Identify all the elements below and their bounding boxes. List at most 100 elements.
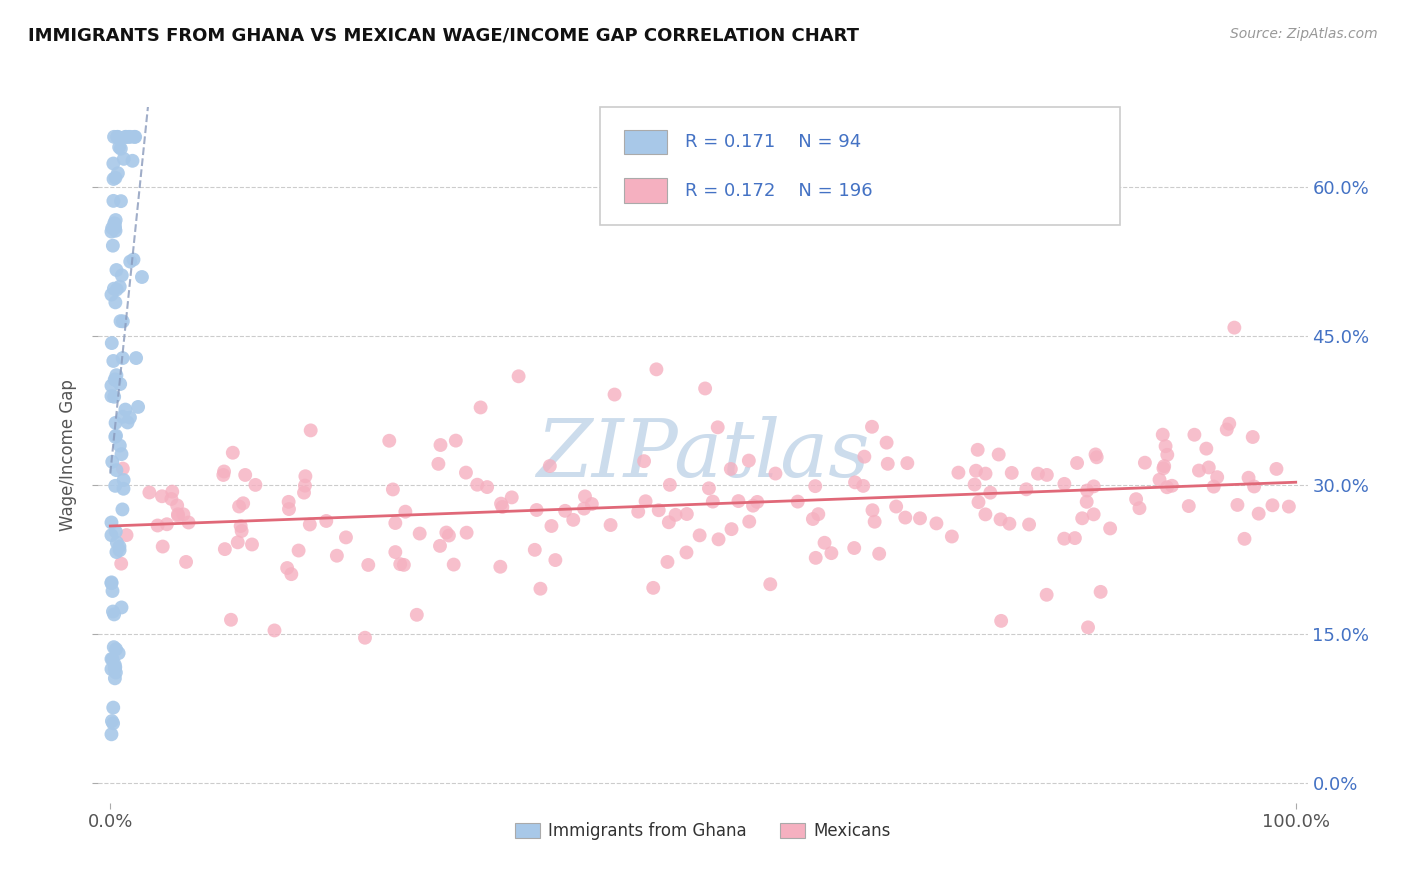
- Point: [150, 489, 173, 503]
- Legend: Immigrants from Ghana, Mexicans: Immigrants from Ghana, Mexicans: [509, 815, 897, 847]
- Point: [1195, 442, 1218, 456]
- Point: [1083, 508, 1105, 522]
- Point: [160, 491, 183, 506]
- Point: [107, 129, 129, 144]
- Point: [104, 657, 127, 672]
- Point: [1053, 532, 1076, 546]
- Point: [454, 466, 477, 480]
- Point: [747, 495, 769, 509]
- Point: [115, 528, 138, 542]
- Point: [908, 511, 931, 525]
- Point: [103, 172, 125, 186]
- Point: [720, 522, 742, 536]
- Point: [103, 194, 125, 208]
- Point: [104, 430, 127, 444]
- Point: [112, 482, 135, 496]
- Point: [554, 504, 576, 518]
- Point: [100, 576, 122, 591]
- Point: [526, 503, 548, 517]
- Y-axis label: Wage/Income Gap: Wage/Income Gap: [59, 379, 77, 531]
- Point: [979, 485, 1001, 500]
- Point: [1241, 430, 1264, 444]
- Point: [1066, 456, 1088, 470]
- Point: [112, 473, 135, 487]
- Point: [1152, 427, 1174, 442]
- Point: [475, 480, 498, 494]
- Point: [813, 535, 835, 549]
- Point: [298, 517, 321, 532]
- Point: [948, 466, 970, 480]
- Point: [974, 508, 997, 522]
- Point: [664, 508, 686, 522]
- Point: [231, 524, 253, 538]
- Point: [232, 496, 254, 510]
- Point: [1247, 507, 1270, 521]
- Point: [115, 129, 138, 144]
- Point: [1083, 479, 1105, 493]
- Point: [229, 519, 252, 533]
- Point: [125, 351, 148, 365]
- Point: [689, 528, 711, 542]
- Point: [162, 484, 184, 499]
- Point: [108, 140, 131, 154]
- Point: [278, 502, 301, 516]
- Point: [107, 166, 129, 180]
- Point: [156, 517, 179, 532]
- Point: [1035, 588, 1057, 602]
- Point: [990, 512, 1012, 526]
- Point: [354, 631, 377, 645]
- Point: [127, 400, 149, 414]
- Point: [804, 479, 827, 493]
- Point: [240, 537, 263, 551]
- Point: [110, 194, 132, 209]
- Point: [389, 557, 412, 571]
- Point: [965, 464, 987, 478]
- Point: [108, 439, 131, 453]
- Point: [120, 129, 142, 144]
- Point: [146, 518, 169, 533]
- Point: [280, 567, 302, 582]
- Point: [408, 526, 430, 541]
- Point: [100, 389, 122, 403]
- Point: [118, 410, 141, 425]
- Point: [868, 547, 890, 561]
- Point: [103, 129, 125, 144]
- Point: [1237, 471, 1260, 485]
- Point: [105, 463, 128, 477]
- Point: [1223, 320, 1246, 334]
- Point: [884, 500, 907, 514]
- Point: [852, 479, 875, 493]
- Point: [966, 442, 988, 457]
- Point: [1153, 458, 1175, 473]
- Point: [117, 129, 139, 144]
- Point: [437, 528, 460, 542]
- Point: [100, 225, 122, 239]
- Point: [429, 438, 451, 452]
- Point: [786, 494, 808, 508]
- Point: [765, 467, 787, 481]
- Point: [508, 369, 530, 384]
- Point: [456, 525, 478, 540]
- FancyBboxPatch shape: [600, 107, 1121, 226]
- Point: [1084, 447, 1107, 461]
- Point: [394, 505, 416, 519]
- Point: [103, 700, 125, 714]
- Point: [108, 377, 131, 392]
- Point: [174, 555, 197, 569]
- Point: [894, 510, 917, 524]
- Point: [299, 424, 322, 438]
- Point: [107, 646, 129, 660]
- Point: [167, 508, 190, 523]
- Point: [104, 660, 127, 674]
- Point: [105, 545, 128, 559]
- Point: [1077, 620, 1099, 634]
- Point: [1218, 417, 1240, 431]
- Point: [104, 479, 127, 493]
- Point: [444, 434, 467, 448]
- Point: [101, 455, 124, 469]
- Point: [101, 221, 124, 235]
- Point: [111, 461, 134, 475]
- Point: [572, 501, 595, 516]
- Point: [540, 519, 562, 533]
- Point: [648, 503, 671, 517]
